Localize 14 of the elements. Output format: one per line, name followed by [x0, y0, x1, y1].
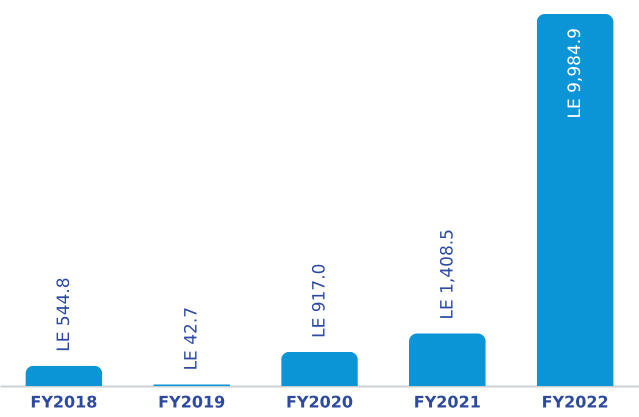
- x-tick-label: FY2021: [414, 392, 481, 412]
- bar: [536, 14, 614, 386]
- x-tick-label: FY2020: [286, 392, 354, 412]
- bar: [281, 352, 358, 386]
- data-label: LE 1,408.5: [437, 229, 458, 320]
- data-label: LE 9,984.9: [565, 28, 586, 119]
- bar: [408, 334, 486, 386]
- data-label: LE 42.7: [182, 306, 202, 370]
- x-tick-label: FY2022: [542, 392, 609, 412]
- x-tick-label: FY2018: [30, 392, 98, 412]
- data-label: LE 544.8: [54, 277, 74, 352]
- data-label: LE 917.0: [310, 264, 330, 338]
- x-tick-label: FY2019: [158, 392, 226, 412]
- bar: [26, 366, 102, 386]
